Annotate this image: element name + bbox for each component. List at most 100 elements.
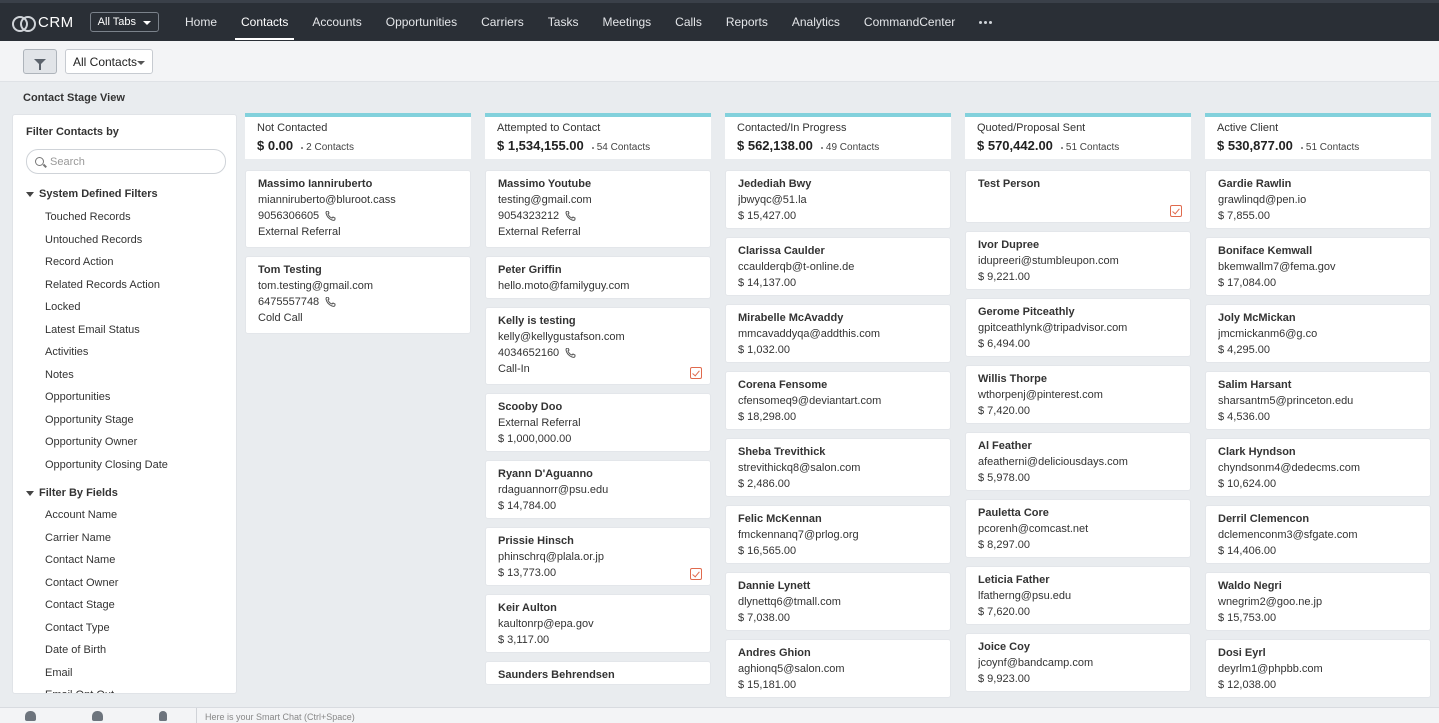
contact-card[interactable]: Boniface Kemwall bkemwallm7@fema.gov $ 17,…	[1205, 237, 1431, 296]
contact-card[interactable]: Andres Ghion aghionq5@salon.com $ 15,181.0…	[725, 639, 951, 698]
filter-item[interactable]: Opportunity Closing Date	[45, 458, 168, 471]
task-icon[interactable]	[690, 367, 702, 379]
contact-name[interactable]: Andres Ghion	[738, 647, 811, 659]
contact-name[interactable]: Jedediah Bwy	[738, 178, 812, 190]
contact-card[interactable]: Test Person	[965, 170, 1191, 223]
contact-name[interactable]: Derril Clemencon	[1218, 513, 1310, 525]
filter-item[interactable]: Record Action	[45, 256, 114, 268]
filter-toggle-button[interactable]	[23, 49, 57, 74]
nav-tab-opportunities[interactable]: Opportunities	[385, 15, 458, 29]
phone-icon[interactable]	[559, 347, 577, 359]
nav-tab-reports[interactable]: Reports	[725, 15, 768, 29]
contact-card[interactable]: Prissie Hinsch phinschrq@plala.or.jp $ 13,…	[485, 527, 711, 586]
contact-name[interactable]: Joice Coy	[978, 641, 1030, 653]
contact-card[interactable]: Joice Coy jcoynf@bandcamp.com $ 9,923.00	[965, 633, 1191, 692]
nav-tab-accounts[interactable]: Accounts	[312, 15, 362, 29]
contact-card[interactable]: Saunders Behrendsen	[485, 661, 711, 685]
nav-tab-tasks[interactable]: Tasks	[547, 15, 579, 29]
filter-item[interactable]: Date of Birth	[45, 644, 107, 656]
contact-name[interactable]: Mirabelle McAvaddy	[738, 312, 844, 324]
contact-name[interactable]: Waldo Negri	[1218, 580, 1282, 592]
contact-card[interactable]: Pauletta Core pcorenh@comcast.net $ 8,297.…	[965, 499, 1191, 558]
contact-card[interactable]: Willis Thorpe wthorpenj@pinterest.com $ 7,…	[965, 365, 1191, 424]
task-icon[interactable]	[1170, 205, 1182, 217]
filter-item[interactable]: Latest Email Status	[45, 323, 140, 336]
contact-card[interactable]: Gardie Rawlin grawlinqd@pen.io $ 7,855.00	[1205, 170, 1431, 229]
contact-card[interactable]: Dosi Eyrl deyrlm1@phpbb.com $ 12,038.00	[1205, 639, 1431, 698]
contact-card[interactable]: Al Feather afeatherni@deliciousdays.com $ …	[965, 432, 1191, 491]
contact-card[interactable]: Ryann D'Aguanno rdaguannorr@psu.edu $ 14,7…	[485, 460, 711, 519]
contact-card[interactable]: Sheba Trevithick strevithickq8@salon.com $…	[725, 438, 951, 497]
phone-icon[interactable]	[319, 296, 337, 308]
contact-card[interactable]: Gerome Pitceathly gpitceathlynk@tripadvis…	[965, 298, 1191, 357]
contact-name[interactable]: Felic McKennan	[738, 513, 822, 525]
contact-name[interactable]: Gerome Pitceathly	[978, 306, 1075, 318]
filter-item[interactable]: Opportunity Stage	[45, 413, 134, 426]
contact-card[interactable]: Jedediah Bwy jbwyqc@51.la $ 15,427.00	[725, 170, 951, 229]
contact-name[interactable]: Massimo Ianniruberto	[258, 178, 373, 190]
contact-name[interactable]: Joly McMickan	[1218, 312, 1296, 324]
contact-name[interactable]: Leticia Father	[978, 574, 1050, 586]
smart-chat-hint[interactable]: Here is your Smart Chat (Ctrl+Space)	[196, 708, 355, 723]
contact-card[interactable]: Waldo Negri wnegrim2@goo.ne.jp $ 15,753.00	[1205, 572, 1431, 631]
contact-name[interactable]: Corena Fensome	[738, 379, 828, 391]
contact-card[interactable]: Joly McMickan jmcmickanm6@g.co $ 4,295.00	[1205, 304, 1431, 363]
contact-name[interactable]: Kelly is testing	[498, 315, 576, 327]
phone-icon[interactable]	[559, 210, 577, 222]
contact-name[interactable]: Al Feather	[978, 440, 1032, 452]
nav-tab-home[interactable]: Home	[185, 15, 218, 29]
filter-item[interactable]: Account Name	[45, 509, 118, 521]
nav-tab-carriers[interactable]: Carriers	[481, 15, 524, 29]
contact-card[interactable]: Tom Testing tom.testing@gmail.com 64755577…	[245, 256, 471, 334]
filter-section-system_section[interactable]: System Defined Filters	[26, 188, 158, 200]
contact-name[interactable]: Boniface Kemwall	[1218, 245, 1313, 257]
all-tabs-dropdown[interactable]: All Tabs	[89, 12, 159, 32]
contact-name[interactable]: Peter Griffin	[498, 264, 562, 276]
filter-item[interactable]: Notes	[45, 368, 74, 381]
filter-item[interactable]: Locked	[45, 301, 81, 313]
phone-icon[interactable]	[319, 210, 337, 222]
contact-card[interactable]: Felic McKennan fmckennanq7@prlog.org $ 16,…	[725, 505, 951, 564]
contact-card[interactable]: Ivor Dupree idupreeri@stumbleupon.com $ 9,…	[965, 231, 1191, 290]
contact-name[interactable]: Clarissa Caulder	[738, 245, 825, 257]
contact-name[interactable]: Willis Thorpe	[978, 373, 1047, 385]
contact-name[interactable]: Tom Testing	[258, 264, 322, 276]
crm-logo[interactable]: CRM	[12, 14, 74, 32]
contacts-icon[interactable]	[159, 711, 167, 721]
filter-item[interactable]: Email	[45, 666, 73, 679]
contact-name[interactable]: Ivor Dupree	[978, 239, 1040, 251]
contact-card[interactable]: Corena Fensome cfensomeq9@deviantart.com $…	[725, 371, 951, 430]
filter-item[interactable]: Carrier Name	[45, 531, 112, 544]
contact-name[interactable]: Keir Aulton	[498, 602, 557, 614]
nav-tab-contacts[interactable]: Contacts	[229, 3, 300, 41]
channels-icon[interactable]	[92, 711, 103, 721]
contact-card[interactable]: Keir Aulton kaultonrp@epa.gov $ 3,117.00	[485, 594, 711, 653]
filter-item[interactable]: Activities	[45, 346, 89, 358]
contact-card[interactable]: Mirabelle McAvaddy mmcavaddyqa@addthis.co…	[725, 304, 951, 363]
contact-card[interactable]: Massimo Ianniruberto mianniruberto@bluroo…	[245, 170, 471, 248]
contact-card[interactable]: Dannie Lynett dlynettq6@tmall.com $ 7,038.…	[725, 572, 951, 631]
filter-item[interactable]: Touched Records	[45, 211, 131, 223]
contact-name[interactable]: Clark Hyndson	[1218, 446, 1296, 458]
contact-name[interactable]: Dannie Lynett	[738, 580, 811, 592]
contact-name[interactable]: Pauletta Core	[978, 507, 1049, 519]
contact-name[interactable]: Gardie Rawlin	[1218, 178, 1292, 190]
contact-card[interactable]: Clarissa Caulder ccaulderqb@t-online.de $ …	[725, 237, 951, 296]
nav-tab-meetings[interactable]: Meetings	[602, 15, 652, 29]
contact-name[interactable]: Salim Harsant	[1218, 379, 1292, 391]
contact-card[interactable]: Derril Clemencon dclemenconm3@sfgate.com $…	[1205, 505, 1431, 564]
chat-icon[interactable]	[25, 711, 36, 721]
contact-card[interactable]: Peter Griffin hello.moto@familyguy.com	[485, 256, 711, 299]
more-tabs-icon[interactable]	[967, 3, 1004, 41]
contact-card[interactable]: Leticia Father lfatherng@psu.edu $ 7,620.0…	[965, 566, 1191, 625]
filter-item[interactable]: Contact Name	[45, 554, 116, 566]
filter-item[interactable]: Email Opt Out	[45, 689, 114, 693]
contact-name[interactable]: Massimo Youtube	[498, 178, 592, 190]
contact-name[interactable]: Scooby Doo	[498, 401, 563, 413]
contact-card[interactable]: Clark Hyndson chyndsonm4@dedecms.com $ 10,…	[1205, 438, 1431, 497]
contact-name[interactable]: Test Person	[978, 178, 1041, 190]
nav-tab-commandcenter[interactable]: CommandCenter	[863, 15, 956, 29]
contact-name[interactable]: Ryann D'Aguanno	[498, 468, 593, 480]
filter-item[interactable]: Opportunity Owner	[45, 436, 138, 448]
contact-name[interactable]: Saunders Behrendsen	[498, 669, 615, 681]
